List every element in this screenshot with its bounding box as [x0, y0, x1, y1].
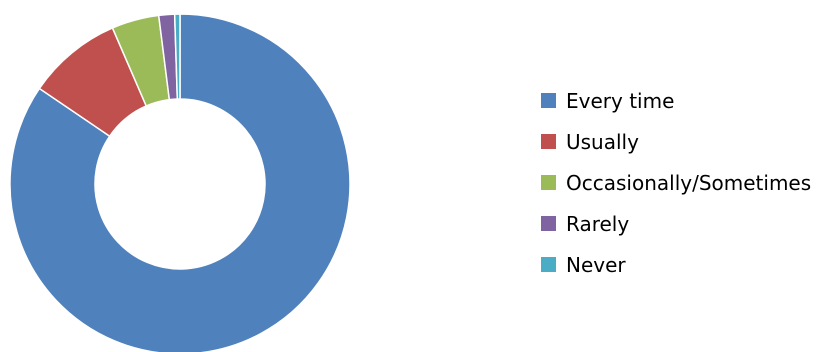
legend-label-never: Never: [566, 252, 626, 277]
legend-item-every-time: Every time: [541, 80, 811, 121]
legend-item-rarely: Rarely: [541, 203, 811, 244]
legend-swatch-every-time: [541, 93, 556, 108]
donut-slices: [9, 13, 351, 352]
slice-every-time: [9, 13, 351, 352]
legend-swatch-rarely: [541, 216, 556, 231]
legend-item-never: Never: [541, 244, 811, 285]
legend-item-usually: Usually: [541, 121, 811, 162]
chart-legend: Every time Usually Occasionally/Sometime…: [541, 80, 811, 285]
legend-label-every-time: Every time: [566, 88, 675, 113]
legend-label-usually: Usually: [566, 129, 639, 154]
legend-swatch-usually: [541, 134, 556, 149]
legend-label-occasionally-sometimes: Occasionally/Sometimes: [566, 170, 812, 195]
legend-swatch-never: [541, 257, 556, 272]
legend-swatch-occasionally-sometimes: [541, 175, 556, 190]
slice-never: [173, 13, 181, 100]
legend-item-occasionally-sometimes: Occasionally/Sometimes: [541, 162, 811, 203]
legend-label-rarely: Rarely: [566, 211, 630, 236]
